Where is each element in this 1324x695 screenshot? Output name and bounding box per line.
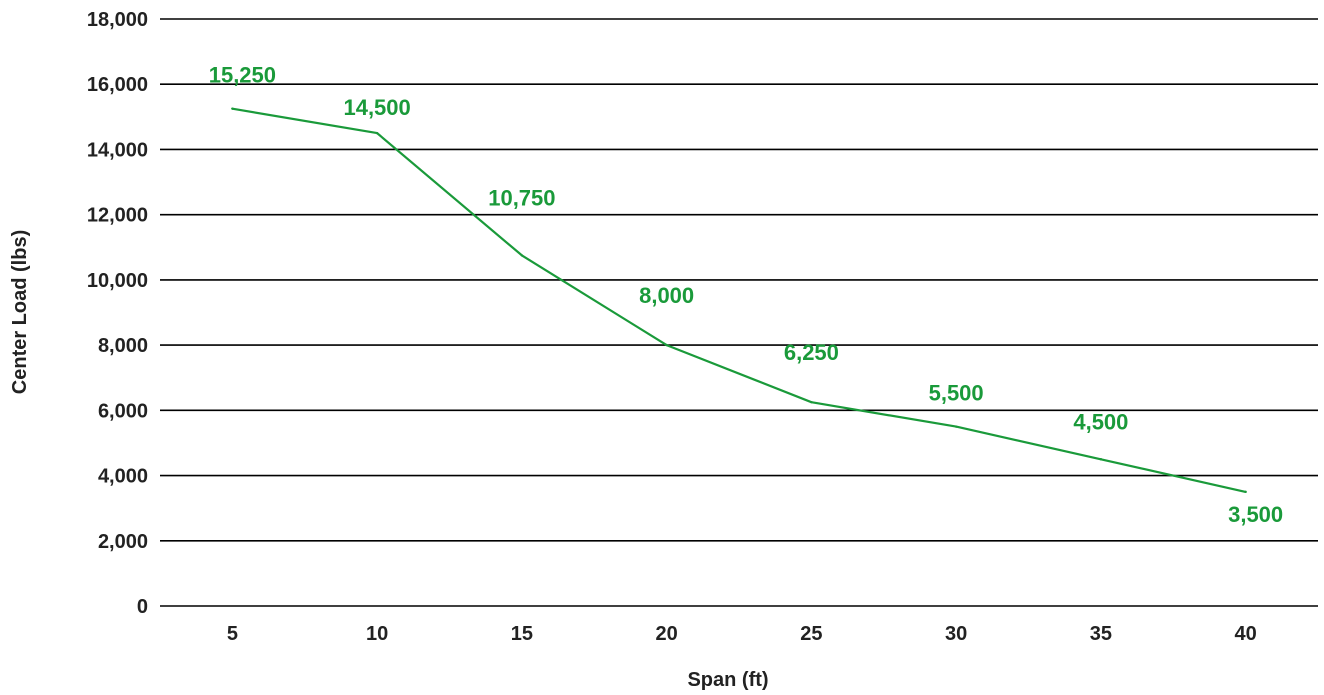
y-tick-label: 16,000: [87, 74, 148, 96]
data-label: 14,500: [343, 95, 410, 120]
y-tick-label: 6,000: [98, 400, 148, 422]
data-point: [520, 254, 524, 257]
data-point: [1099, 458, 1103, 461]
data-label: 3,500: [1228, 502, 1283, 527]
data-label: 8,000: [639, 283, 694, 308]
x-tick-label: 15: [511, 623, 533, 645]
y-tick-label: 0: [137, 596, 148, 618]
data-label: 5,500: [929, 381, 984, 406]
y-tick-label: 4,000: [98, 466, 148, 488]
x-tick-label: 30: [945, 623, 967, 645]
y-tick-label: 8,000: [98, 335, 148, 357]
data-label: 15,250: [209, 63, 276, 88]
x-tick-label: 10: [366, 623, 388, 645]
data-point: [231, 107, 234, 110]
y-axis-ticks: 0 2,000 4,000 6,000 8,000 10,000 12,000 14,000 1…: [87, 9, 148, 618]
data-point: [1244, 490, 1247, 494]
x-tick-label: 40: [1235, 623, 1257, 645]
x-tick-label: 20: [656, 623, 678, 645]
data-label: 4,500: [1073, 409, 1128, 434]
y-axis-title: Center Load (lbs): [9, 230, 31, 394]
data-point: [665, 343, 668, 347]
data-label: 10,750: [488, 185, 555, 210]
data-point: [375, 131, 379, 135]
y-tick-label: 12,000: [87, 205, 148, 227]
y-tick-label: 2,000: [98, 531, 148, 553]
y-tick-label: 18,000: [87, 9, 148, 31]
data-label: 6,250: [784, 340, 839, 365]
y-tick-label: 14,000: [87, 139, 148, 161]
data-point: [810, 400, 813, 404]
data-labels: 15,250 14,500 10,750 8,000 6,250 5,500 4,500 3,…: [209, 63, 1283, 527]
x-tick-label: 25: [800, 623, 822, 645]
data-point: [954, 425, 958, 428]
x-tick-label: 5: [227, 623, 238, 645]
x-axis-title: Span (ft): [687, 669, 768, 691]
x-tick-label: 35: [1090, 623, 1112, 645]
x-axis-ticks: 5 10 15 20 25 30 35 40: [227, 623, 1257, 645]
series-line: [231, 107, 1247, 493]
series-layer: [231, 107, 1247, 494]
y-tick-label: 10,000: [87, 270, 148, 292]
gridlines: [160, 18, 1318, 607]
